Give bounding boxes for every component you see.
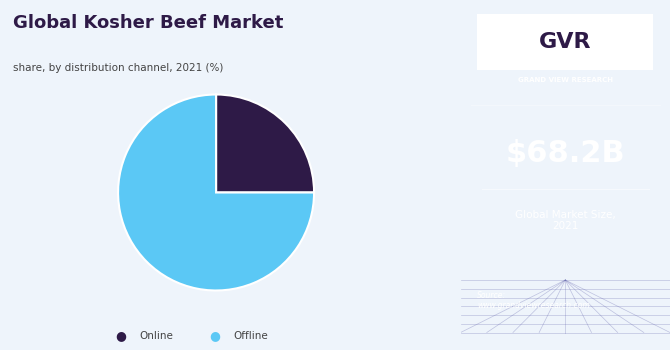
Wedge shape xyxy=(216,94,314,192)
FancyBboxPatch shape xyxy=(477,14,653,70)
Text: $68.2B: $68.2B xyxy=(505,140,625,168)
Text: GVR: GVR xyxy=(539,32,592,52)
Text: Online: Online xyxy=(139,331,174,341)
Text: ●: ● xyxy=(115,329,126,343)
Text: Source:
www.grandviewresearch.com: Source: www.grandviewresearch.com xyxy=(477,290,590,310)
Text: GRAND VIEW RESEARCH: GRAND VIEW RESEARCH xyxy=(518,77,613,84)
Text: Offline: Offline xyxy=(233,331,268,341)
Text: Global Kosher Beef Market: Global Kosher Beef Market xyxy=(13,14,284,32)
Text: Global Market Size,
2021: Global Market Size, 2021 xyxy=(515,210,616,231)
Text: share, by distribution channel, 2021 (%): share, by distribution channel, 2021 (%) xyxy=(13,63,224,73)
Wedge shape xyxy=(118,94,314,290)
Text: ●: ● xyxy=(209,329,220,343)
